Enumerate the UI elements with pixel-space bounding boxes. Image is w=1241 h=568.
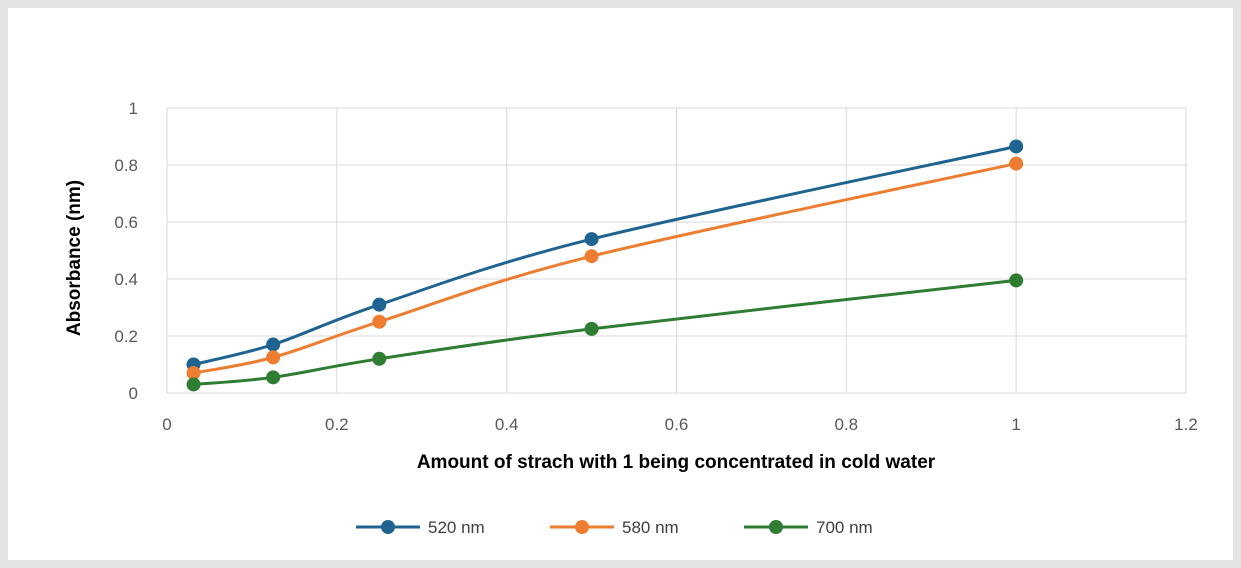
data-point — [266, 370, 281, 385]
legend: 520 nm 580 nm 700 nm — [356, 518, 873, 537]
y-axis-title: Absorbance (nm) — [64, 180, 85, 336]
series-line — [193, 278, 1017, 386]
x-tick-label: 1.2 — [1174, 415, 1198, 434]
y-tick-label: 0.2 — [114, 327, 138, 346]
data-point — [372, 297, 387, 312]
series-700-nm — [186, 273, 1024, 392]
data-point — [1009, 156, 1024, 171]
legend-marker — [769, 520, 783, 534]
x-tick-label: 0.4 — [495, 415, 519, 434]
data-point — [584, 249, 599, 264]
data-point — [372, 314, 387, 329]
legend-item: 520 nm — [356, 518, 485, 537]
legend-marker — [381, 520, 395, 534]
x-tick-labels: 0 0.2 0.4 0.6 0.8 1 1.2 — [162, 415, 1198, 434]
data-point — [584, 232, 599, 247]
chart-frame: 0 0.2 0.4 0.6 0.8 1 1.2 0 0.2 0.4 0.6 0.8 1 Amount … — [8, 8, 1233, 560]
x-axis-title: Amount of strach with 1 being concentrat… — [417, 452, 936, 473]
data-point — [584, 321, 599, 336]
data-point — [1009, 273, 1024, 288]
y-tick-label: 0.4 — [114, 270, 138, 289]
data-point — [266, 337, 281, 352]
y-tick-label: 0 — [129, 384, 138, 403]
series-520-nm — [186, 139, 1024, 372]
x-tick-label: 1 — [1011, 415, 1020, 434]
legend-label: 520 nm — [428, 518, 485, 537]
x-tick-label: 0.8 — [835, 415, 859, 434]
data-point — [186, 366, 201, 381]
series-580-nm — [186, 156, 1024, 381]
y-tick-label: 0.8 — [114, 156, 138, 175]
legend-label: 700 nm — [816, 518, 873, 537]
legend-item: 700 nm — [744, 518, 873, 537]
x-tick-label: 0 — [162, 415, 171, 434]
legend-item: 580 nm — [550, 518, 679, 537]
y-tick-label: 0.6 — [114, 213, 138, 232]
series-group — [186, 139, 1024, 392]
x-tick-label: 0.2 — [325, 415, 349, 434]
y-tick-label: 1 — [129, 99, 138, 118]
data-point — [372, 351, 387, 366]
data-point — [266, 350, 281, 365]
x-tick-label: 0.6 — [665, 415, 689, 434]
y-tick-labels: 0 0.2 0.4 0.6 0.8 1 — [114, 99, 138, 403]
legend-label: 580 nm — [622, 518, 679, 537]
series-line — [193, 162, 1017, 375]
series-line — [193, 145, 1017, 366]
data-point — [186, 377, 201, 392]
data-point — [1009, 139, 1024, 154]
grid — [166, 107, 1187, 394]
absorbance-chart: 0 0.2 0.4 0.6 0.8 1 1.2 0 0.2 0.4 0.6 0.8 1 Amount … — [64, 99, 1198, 537]
legend-marker — [575, 520, 589, 534]
